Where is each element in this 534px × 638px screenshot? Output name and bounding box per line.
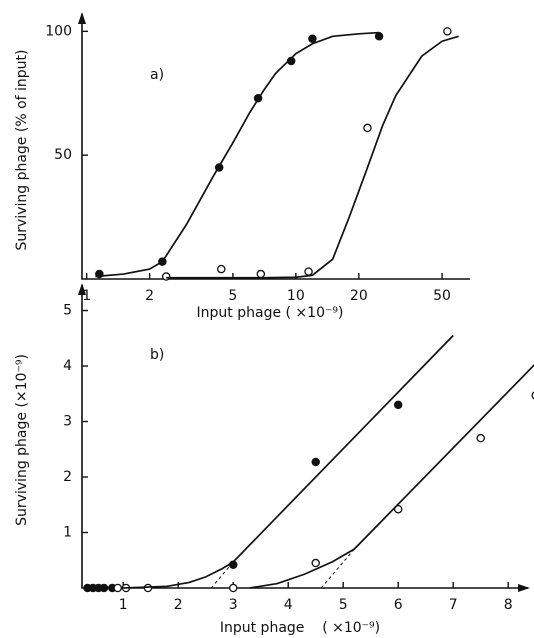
y-tick-label: 1: [63, 525, 72, 541]
x-tick-label: 4: [284, 597, 293, 613]
data-point: [476, 433, 485, 443]
x-axis-label: Input phage ( ×10⁻⁹): [197, 305, 344, 321]
panel-label: a): [150, 67, 164, 83]
data-point: [161, 272, 171, 281]
x-axis-label: Input phage ( ×10⁻⁹): [220, 620, 380, 636]
axes: [81, 14, 470, 280]
x-tick-label: 7: [449, 597, 458, 613]
x-tick-label: 3: [229, 597, 238, 613]
x-tick-label: 2: [145, 288, 154, 304]
x-tick-label: 20: [350, 288, 368, 304]
arrow: [78, 283, 86, 295]
data-point: [304, 267, 313, 276]
data-point: [256, 269, 266, 279]
fit-line: [320, 548, 355, 589]
data-point: [443, 27, 452, 36]
x-tick-label: 50: [433, 288, 451, 304]
x-tick-label: 1: [82, 288, 91, 304]
fit-line: [166, 35, 459, 279]
y-tick-label: 100: [45, 23, 72, 39]
axes: [81, 285, 528, 589]
arrow: [78, 12, 86, 24]
x-tick-label: 1: [119, 597, 128, 613]
data-point: [393, 504, 403, 514]
y-axis-label: Surviving phage (×10⁻⁹): [14, 354, 30, 526]
x-tick-label: 10: [287, 288, 305, 304]
y-axis-label: Surviving phage (% of input): [14, 50, 30, 251]
x-tick-label: 8: [504, 597, 513, 613]
arrow: [518, 584, 530, 592]
fit-line: [95, 31, 380, 278]
fit-line: [249, 364, 534, 589]
x-tick-label: 5: [228, 288, 237, 304]
panel: 1 2 3 4 5 6 7 8 1 2 3 4 5 b) Input phage ( ×10⁻⁹) Survi…: [14, 283, 534, 636]
data-point: [113, 583, 122, 593]
data-point: [393, 400, 403, 410]
data-point: [363, 123, 372, 133]
x-tick-label: 6: [394, 597, 403, 613]
panel: 1 2 5 10 20 50 50 100 a) Input phage ( ×10⁻⁹) Surv…: [14, 12, 470, 321]
y-tick-label: 50: [54, 147, 72, 163]
fit-line: [123, 334, 454, 589]
data-point: [311, 457, 320, 467]
y-tick-label: 5: [63, 303, 72, 319]
data-point: [374, 32, 384, 41]
y-tick-label: 4: [63, 358, 72, 374]
data-point: [308, 34, 317, 44]
data-point: [99, 583, 109, 593]
data-point: [311, 558, 320, 568]
x-tick-label: 2: [174, 597, 183, 613]
data-point: [217, 264, 226, 274]
x-tick-label: 5: [339, 597, 348, 613]
y-tick-label: 3: [63, 414, 72, 430]
data-point: [228, 583, 238, 593]
y-tick-label: 2: [63, 469, 72, 485]
panel-label: b): [150, 347, 164, 363]
